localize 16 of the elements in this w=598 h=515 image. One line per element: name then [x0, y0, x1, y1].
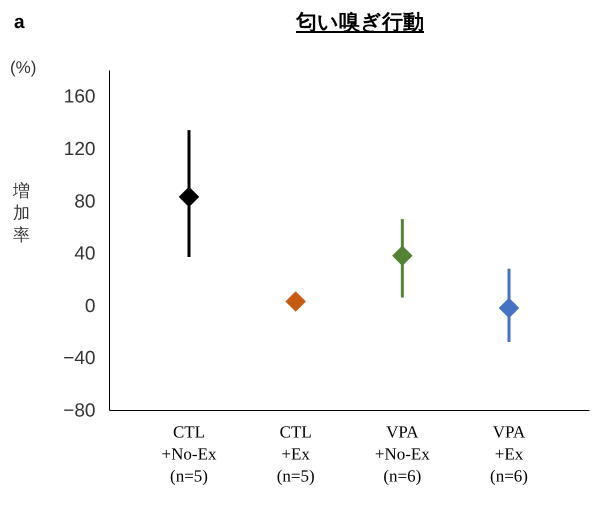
y-axis-title: 増加率 [12, 182, 30, 246]
y-tick-label: −40 [63, 348, 96, 370]
x-tick-label: CTL +Ex (n=5) [276, 422, 315, 486]
x-tick-label: VPA +Ex (n=6) [490, 422, 528, 486]
y-tick-label: 80 [74, 191, 96, 212]
y-tick-label: 0 [84, 296, 96, 317]
y-tick-label: 40 [74, 244, 96, 265]
text: a [14, 12, 25, 34]
text: (%) [10, 58, 36, 78]
x-tick-label: CTL +No-Ex (n=5) [162, 422, 217, 486]
y-tick-label: 160 [64, 86, 96, 108]
y-tick-label: 120 [64, 138, 96, 160]
point [285, 291, 306, 312]
x-tick-label: VPA +No-Ex (n=6) [374, 422, 430, 486]
y-tick-label: −80 [63, 400, 96, 422]
chart-title: 匂い嗅ぎ行動 [294, 9, 425, 36]
